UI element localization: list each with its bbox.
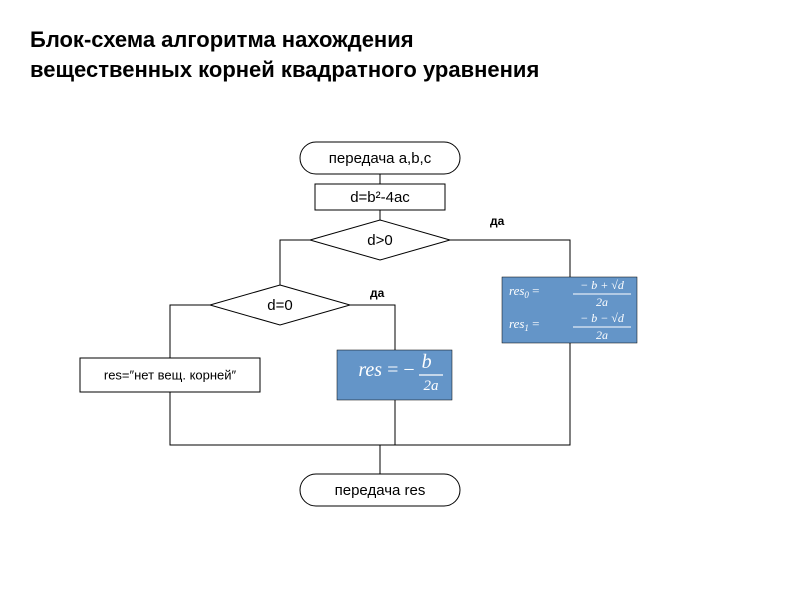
edge-dgt0-tworoots bbox=[450, 240, 570, 277]
edge-deq0-oneroot bbox=[350, 305, 395, 350]
edge-label-da-1: да bbox=[490, 214, 505, 228]
node-no-roots-label: res=″нет вещ. корней″ bbox=[104, 367, 237, 382]
node-d-eq0: d=0 bbox=[210, 285, 350, 325]
node-one-root: res = − b 2a bbox=[337, 350, 452, 400]
formula-two-roots-l1-num: − b + √d bbox=[580, 278, 625, 292]
formula-two-roots-l2-num: − b − √d bbox=[580, 311, 625, 325]
node-end: передача res bbox=[300, 474, 460, 506]
node-calc-d: d=b²-4ac bbox=[315, 184, 445, 210]
node-two-roots: res0 = − b + √d 2a res1 = − b − √d 2a bbox=[502, 277, 637, 343]
node-start-label: передача a,b,c bbox=[329, 150, 432, 167]
node-start: передача a,b,c bbox=[300, 142, 460, 174]
formula-two-roots-l1-lhs: res0 = bbox=[509, 283, 540, 300]
formula-one-root-denom: 2a bbox=[424, 378, 439, 394]
node-d-gt0: d>0 bbox=[310, 220, 450, 260]
edge-oneroot-join bbox=[380, 400, 395, 445]
edge-deq0-noroots bbox=[170, 305, 210, 358]
node-d-eq0-label: d=0 bbox=[267, 297, 292, 314]
node-no-roots: res=″нет вещ. корней″ bbox=[80, 358, 260, 392]
edge-label-da-2: да bbox=[370, 286, 385, 300]
node-d-gt0-label: d>0 bbox=[367, 232, 392, 249]
flowchart-canvas: да да передача a,b,c d=b²-4ac d>0 d=0 re… bbox=[0, 0, 800, 600]
edge-dgt0-deq0 bbox=[280, 240, 310, 285]
node-end-label: передача res bbox=[335, 482, 426, 499]
formula-two-roots-l2-denom: 2a bbox=[596, 328, 608, 342]
node-calc-d-label: d=b²-4ac bbox=[350, 189, 410, 206]
formula-two-roots-l1-denom: 2a bbox=[596, 295, 608, 309]
formula-two-roots-l2-lhs: res1 = bbox=[509, 316, 540, 333]
